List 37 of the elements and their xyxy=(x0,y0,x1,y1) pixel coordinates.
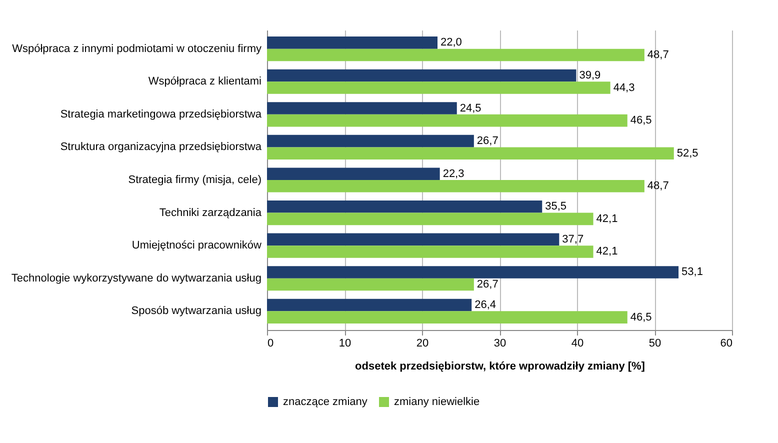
data-label: 26,7 xyxy=(476,278,498,291)
data-label: 46,5 xyxy=(630,311,652,324)
data-label: 46,5 xyxy=(630,114,652,127)
x-tick-label: 10 xyxy=(338,338,352,350)
y-tick-label: Współpraca z klientami xyxy=(148,76,262,88)
y-tick-label: Techniki zarządzania xyxy=(159,206,262,219)
x-tick-label: 40 xyxy=(571,338,584,350)
data-label: 26,4 xyxy=(474,299,496,311)
y-tick-label: Technologie wykorzystywane do wytwarzania usług xyxy=(11,272,262,284)
y-tick-label: Strategia marketingowa przedsiębiorstwa xyxy=(60,108,262,120)
x-tick-label: 20 xyxy=(416,338,429,350)
data-label: 42,1 xyxy=(596,246,618,258)
data-label: 22,0 xyxy=(440,36,462,49)
data-label: 35,5 xyxy=(545,200,567,213)
data-label: 37,7 xyxy=(562,233,584,246)
data-label: 42,1 xyxy=(596,212,618,225)
data-label: 24,5 xyxy=(460,102,482,114)
data-label: 53,1 xyxy=(682,266,703,278)
data-label: 26,7 xyxy=(476,135,498,148)
x-tick-label: 50 xyxy=(648,338,662,350)
legend-label: zmiany niewielkie xyxy=(394,396,480,408)
data-label: 22,3 xyxy=(442,168,464,180)
data-label: 48,7 xyxy=(647,49,669,61)
x-tick-label: 0 xyxy=(268,338,274,350)
y-tick-label: Sposób wytwarzania usług xyxy=(131,305,262,318)
legend-label: znaczące zmiany xyxy=(283,396,368,408)
data-label: 44,3 xyxy=(613,82,635,94)
x-tick-label: 30 xyxy=(494,338,506,350)
y-tick-label: Umiejętności pracowników xyxy=(132,240,262,252)
data-label: 39,9 xyxy=(579,69,601,82)
y-tick-label: Strategia firmy (misja, cele) xyxy=(128,174,262,186)
x-tick-label: 60 xyxy=(720,338,732,350)
data-label: 52,5 xyxy=(676,147,698,160)
y-tick-label: Współpraca z innymi podmiotami w otoczeniu firmy xyxy=(12,42,262,55)
y-tick-label: Struktura organizacyjna przedsiębiorstwa xyxy=(60,141,262,154)
data-label: 48,7 xyxy=(647,180,669,192)
x-axis-title: odsetek przedsiębiorstw, które wprowadziły zmiany [%] xyxy=(355,360,646,372)
